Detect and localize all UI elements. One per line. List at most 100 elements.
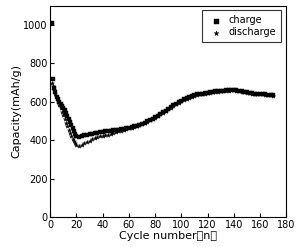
discharge [210,90,215,94]
discharge [242,90,247,94]
charge [66,117,71,121]
discharge [90,137,95,141]
charge [108,129,113,133]
charge [70,126,75,130]
discharge [87,139,92,143]
X-axis label: Cycle number（n）: Cycle number（n） [119,231,217,242]
charge [65,114,70,118]
charge [166,107,171,111]
charge [200,92,205,96]
charge [153,115,157,119]
discharge [111,131,116,135]
discharge [192,94,197,98]
discharge [187,96,192,100]
discharge [260,93,265,97]
charge [121,127,126,131]
Legend: charge, discharge: charge, discharge [202,10,281,42]
charge [163,109,168,113]
discharge [140,122,144,126]
discharge [124,127,129,131]
discharge [208,91,213,95]
charge [62,108,67,112]
charge [189,94,194,98]
discharge [119,129,123,133]
charge [155,114,160,118]
charge [242,90,247,94]
charge [234,88,239,92]
charge [140,122,144,126]
discharge [155,114,160,118]
charge [244,90,249,94]
discharge [244,91,249,95]
discharge [116,129,121,133]
discharge [49,81,54,84]
discharge [258,93,262,97]
charge [250,91,255,95]
discharge [52,88,57,92]
charge [73,132,78,136]
charge [95,131,100,135]
discharge [62,117,67,121]
charge [252,92,257,96]
discharge [163,109,168,113]
discharge [145,120,150,124]
charge [239,89,244,93]
discharge [231,88,236,92]
charge [229,88,234,92]
charge [49,21,54,25]
charge [77,135,82,139]
discharge [166,107,171,111]
discharge [218,89,223,93]
charge [119,127,123,131]
discharge [65,124,70,128]
discharge [153,116,157,120]
discharge [57,103,62,107]
charge [224,88,228,92]
discharge [250,92,255,96]
discharge [239,90,244,94]
discharge [150,117,155,121]
discharge [100,134,105,138]
discharge [205,91,210,95]
charge [263,93,268,97]
charge [218,89,223,93]
charge [216,89,221,93]
charge [182,98,186,102]
charge [67,120,72,124]
charge [56,97,61,101]
charge [265,93,270,97]
discharge [268,93,273,97]
discharge [237,89,241,93]
discharge [179,99,184,103]
discharge [200,92,205,96]
charge [69,123,74,127]
charge [145,120,150,124]
discharge [147,119,152,123]
charge [60,104,64,108]
charge [260,92,265,96]
charge [58,102,63,106]
charge [161,110,166,114]
charge [187,95,192,99]
charge [113,128,118,132]
charge [132,124,137,128]
charge [51,77,55,81]
discharge [169,105,173,109]
charge [137,123,142,127]
discharge [103,133,108,137]
charge [142,121,147,124]
charge [231,88,236,92]
discharge [263,93,268,97]
discharge [113,130,118,134]
discharge [69,134,74,138]
discharge [126,126,131,130]
discharge [53,92,58,96]
charge [213,89,218,93]
discharge [108,132,113,136]
discharge [54,96,59,100]
charge [87,132,92,136]
discharge [56,100,61,104]
charge [134,124,139,128]
discharge [58,106,63,110]
charge [111,128,116,132]
